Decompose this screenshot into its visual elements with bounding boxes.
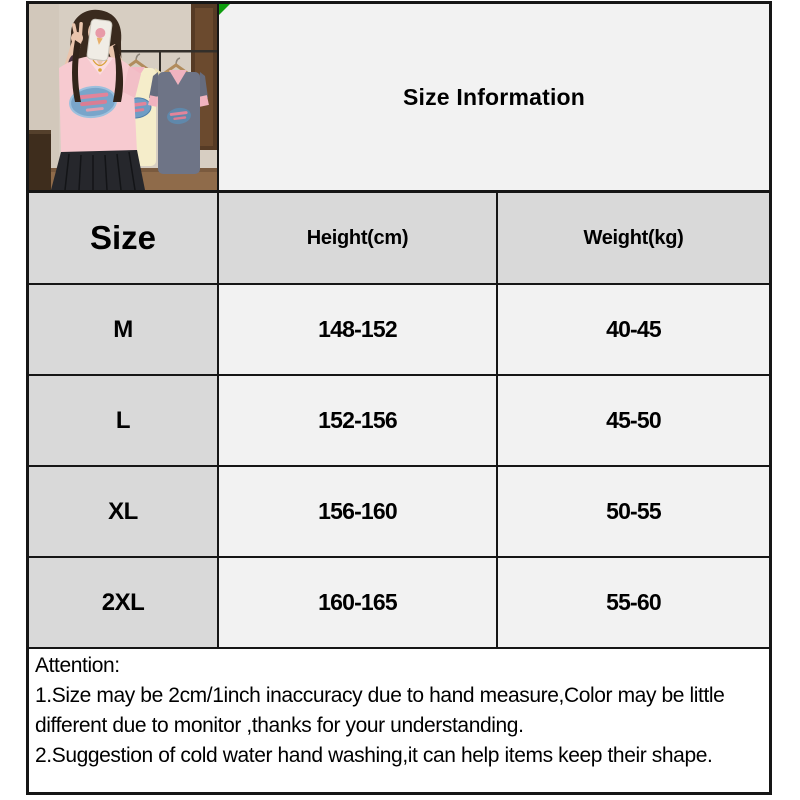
size-cell: 2XL	[29, 558, 219, 647]
height-cell: 148-152	[219, 285, 498, 374]
size-cell: L	[29, 376, 219, 465]
weight-cell: 40-45	[498, 285, 769, 374]
attention-line: 2.Suggestion of cold water hand washing,…	[35, 744, 713, 767]
height-cell: 152-156	[219, 376, 498, 465]
top-row: Size Information	[29, 4, 769, 193]
table-header-row: Size Height(cm) Weight(kg)	[29, 193, 769, 285]
attention-line: different due to monitor ,thanks for you…	[35, 714, 524, 737]
attention-line: 1.Size may be 2cm/1inch inaccuracy due t…	[35, 684, 725, 707]
table-row-xl: XL 156-160 50-55	[29, 467, 769, 558]
title-cell: Size Information	[219, 4, 769, 190]
size-cell: M	[29, 285, 219, 374]
table-row-l: L 152-156 45-50	[29, 376, 769, 467]
product-photo	[29, 4, 219, 190]
table-row-2xl: 2XL 160-165 55-60	[29, 558, 769, 649]
page-title: Size Information	[402, 83, 586, 110]
size-cell: XL	[29, 467, 219, 556]
corner-marker-icon	[219, 4, 230, 15]
col-header-weight: Weight(kg)	[498, 193, 769, 283]
size-table: Size Information Size Height(cm) Weight(…	[26, 1, 772, 795]
table-row-m: M 148-152 40-45	[29, 285, 769, 376]
attention-note: Attention: 1.Size may be 2cm/1inch inacc…	[29, 649, 769, 792]
attention-title: Attention:	[35, 654, 120, 677]
weight-cell: 55-60	[498, 558, 769, 647]
col-header-size: Size	[29, 193, 219, 283]
product-photo-illustration	[29, 4, 217, 190]
height-cell: 160-165	[219, 558, 498, 647]
weight-cell: 50-55	[498, 467, 769, 556]
height-cell: 156-160	[219, 467, 498, 556]
col-header-height: Height(cm)	[219, 193, 498, 283]
weight-cell: 45-50	[498, 376, 769, 465]
